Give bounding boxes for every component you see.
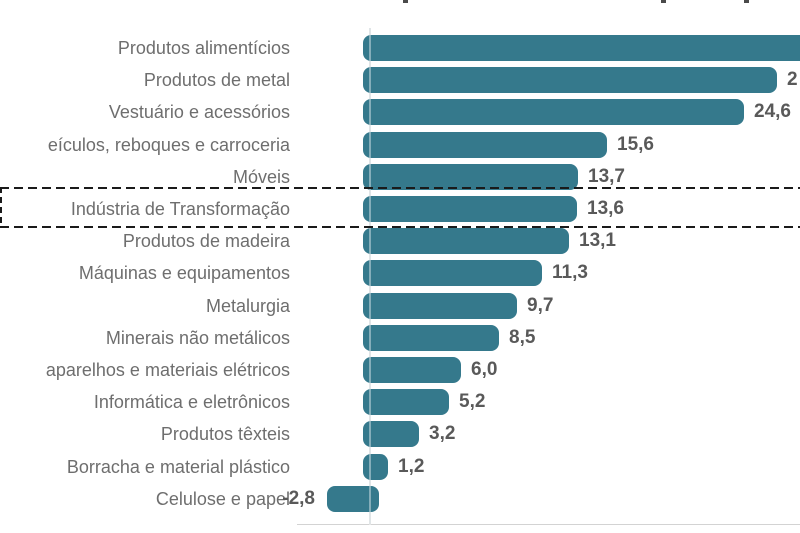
category-label: aparelhos e materiais elétricos [45, 359, 290, 380]
bar-row: Produtos têxteis 3,2 [0, 421, 800, 447]
value-label: 2 [787, 69, 798, 90]
bar [363, 99, 744, 125]
bar-row: aparelhos e materiais elétricos 6,0 [0, 357, 800, 383]
bar-row: Máquinas e equipamentos 11,3 [0, 260, 800, 286]
bar-row: Indústria de Transformação 13,6 [0, 196, 800, 222]
category-label: eículos, reboques e carroceria [47, 134, 290, 155]
bar-row: Produtos de metal 2 [0, 67, 800, 93]
value-label: 13,1 [579, 230, 616, 251]
value-label: 1,2 [398, 456, 425, 477]
cropped-title-fragment [744, 0, 749, 3]
category-label: Informática e eletrônicos [93, 391, 290, 412]
value-label: 9,7 [527, 295, 554, 316]
bar [363, 293, 517, 319]
bar-row: Celulose e papel -2,8 [0, 486, 800, 512]
value-label: -2,8 [282, 488, 315, 509]
bar [363, 196, 577, 222]
value-label: 15,6 [617, 134, 654, 155]
value-label: 13,6 [587, 198, 624, 219]
bar-row: Produtos alimentícios [0, 35, 800, 61]
bar [363, 421, 419, 447]
bar-row: Vestuário e acessórios 24,6 [0, 99, 800, 125]
bar-row: Minerais não metálicos 8,5 [0, 325, 800, 351]
bar [327, 486, 379, 512]
category-label: Produtos de madeira [122, 230, 290, 251]
bar [363, 132, 607, 158]
bar-row: Móveis 13,7 [0, 164, 800, 190]
category-label: Produtos têxteis [160, 423, 290, 444]
bar [363, 389, 449, 415]
category-label: Celulose e papel [155, 488, 290, 509]
category-label: Móveis [232, 166, 290, 187]
bar-row: eículos, reboques e carroceria 15,6 [0, 132, 800, 158]
category-label: Máquinas e equipamentos [78, 262, 290, 283]
bar [363, 67, 777, 93]
category-label: Produtos alimentícios [117, 37, 290, 58]
value-label: 13,7 [588, 166, 625, 187]
category-label: Borracha e material plástico [66, 456, 290, 477]
zero-axis-line-overlay [369, 28, 371, 525]
highlight-dashed-line-top [0, 187, 800, 189]
bar-row: Borracha e material plástico 1,2 [0, 454, 800, 480]
value-label: 3,2 [429, 423, 456, 444]
bar-row: Metalurgia 9,7 [0, 293, 800, 319]
value-label: 11,3 [552, 262, 588, 283]
category-label: Produtos de metal [143, 69, 290, 90]
bar [363, 164, 578, 190]
bar [363, 228, 569, 254]
category-label: Vestuário e acessórios [108, 101, 290, 122]
value-label: 24,6 [754, 101, 791, 122]
bar [363, 260, 542, 286]
bar-row: Produtos de madeira 13,1 [0, 228, 800, 254]
highlight-dashed-line-bottom [0, 226, 800, 228]
value-label: 5,2 [459, 391, 486, 412]
cropped-title-fragment [661, 0, 666, 3]
highlight-dashed-line-left [0, 187, 2, 228]
category-label: Minerais não metálicos [105, 327, 290, 348]
value-label: 8,5 [509, 327, 536, 348]
chart-baseline [297, 524, 800, 525]
cropped-title-fragment [403, 0, 408, 3]
bar [363, 454, 388, 480]
bar-row: Informática e eletrônicos 5,2 [0, 389, 800, 415]
category-label: Indústria de Transformação [70, 198, 290, 219]
value-label: 6,0 [471, 359, 498, 380]
category-label: Metalurgia [205, 295, 290, 316]
bar [363, 35, 800, 61]
bar [363, 325, 499, 351]
bar [363, 357, 461, 383]
